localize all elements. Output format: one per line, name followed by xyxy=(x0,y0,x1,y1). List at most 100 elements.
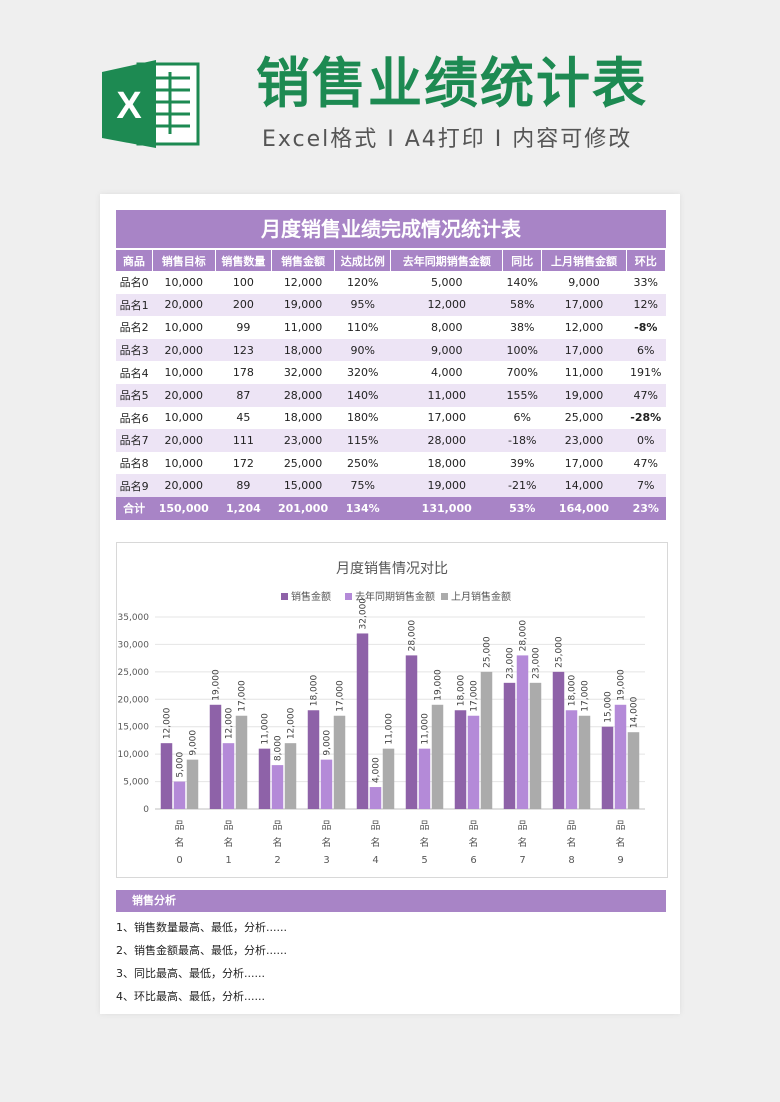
bar xyxy=(601,726,614,809)
analysis-item: 2、销售金额最高、最低，分析...... xyxy=(116,944,287,957)
x-tick-label-char: 品 xyxy=(567,820,577,832)
table-cell: 191% xyxy=(630,366,662,380)
table-row: 品名1 20,000 200 19,000 95% 12,000 58% 17,000 12% xyxy=(116,293,666,317)
table-cell: 品名3 xyxy=(116,338,153,362)
table-cell: 15,000 xyxy=(271,474,335,497)
spreadsheet-page: 月度销售业绩完成情况统计表 商品 销售目标 销售数量 销售金额 达成比例 去年同期销售金额… xyxy=(100,194,680,1014)
x-tick-label-char: 名 xyxy=(322,836,332,849)
analysis-item: 3、同比最高、最低，分析...... xyxy=(116,967,265,980)
bar xyxy=(307,710,320,809)
table-cell: 8,000 xyxy=(430,320,463,334)
table-cell: 10,000 xyxy=(164,320,204,334)
bar xyxy=(271,765,284,809)
analysis-item: 4、环比最高、最低，分析...... xyxy=(116,990,265,1003)
legend-label: 去年同期销售金额 xyxy=(355,590,435,603)
analysis-header: 销售分析 xyxy=(116,890,666,912)
x-tick-label-char: 品 xyxy=(273,820,283,832)
table-cell: 9,000 xyxy=(568,275,600,289)
table-header-row: 商品 销售目标 销售数量 销售金额 达成比例 去年同期销售金额 同比 上月销售金额 环比 xyxy=(116,250,666,271)
table-cell: 155% xyxy=(502,383,542,407)
x-tick-label-char: 4 xyxy=(372,855,378,866)
table-cell: -21% xyxy=(502,474,542,497)
table-cell: -8% xyxy=(634,320,658,334)
table-cell: 品名4 xyxy=(119,366,149,380)
table-cell: 47% xyxy=(633,456,658,470)
bar xyxy=(454,710,467,809)
table-cell: 39% xyxy=(510,456,535,470)
table-cell: 100% xyxy=(502,338,542,362)
column-header: 同比 xyxy=(502,250,543,271)
table-cell: 11,000 xyxy=(390,383,503,407)
table-cell: 25,000 xyxy=(283,456,323,470)
bar-data-label: 9,000 xyxy=(323,730,333,756)
x-tick-label-char: 品 xyxy=(175,820,185,832)
bar xyxy=(552,671,565,809)
bar xyxy=(258,748,271,809)
table-cell: 18,000 xyxy=(271,338,335,362)
bar-data-label: 8,000 xyxy=(274,735,284,761)
excel-logo-letter: X xyxy=(116,85,142,127)
legend-swatch xyxy=(345,593,352,600)
table-cell: 品名9 xyxy=(116,474,153,497)
table-cell: 12,000 xyxy=(390,293,503,317)
x-tick-label-char: 品 xyxy=(518,820,528,832)
table-cell: 品名0 xyxy=(119,276,149,290)
y-tick-label: 0 xyxy=(143,805,149,815)
table-cell: 700% xyxy=(506,366,538,380)
table-row: 品名5 20,000 87 28,000 140% 11,000 155% 19,000 47% xyxy=(116,383,666,407)
column-header: 达成比例 xyxy=(334,250,392,271)
x-tick-label-char: 品 xyxy=(420,820,430,832)
bar xyxy=(565,710,578,809)
bar-data-label: 11,000 xyxy=(261,713,271,745)
x-tick-label-char: 名 xyxy=(371,836,381,849)
table-cell: 75% xyxy=(334,474,391,497)
bar xyxy=(467,715,480,809)
table-cell: 10,000 xyxy=(164,411,204,425)
bar-data-label: 11,000 xyxy=(421,713,431,745)
bar-data-label: 18,000 xyxy=(310,674,320,706)
x-tick-label-char: 名 xyxy=(175,836,185,849)
table-cell: 95% xyxy=(334,293,391,317)
table-cell: 111 xyxy=(215,429,272,452)
bar xyxy=(369,787,382,809)
table-cell: 32,000 xyxy=(283,366,323,380)
table-cell: 品名8 xyxy=(119,457,149,471)
column-header: 去年同期销售金额 xyxy=(390,250,504,271)
y-tick-label: 15,000 xyxy=(118,723,150,733)
x-tick-label-char: 6 xyxy=(470,855,476,866)
table-cell: 17,000 xyxy=(541,338,626,362)
table-cell: 47% xyxy=(626,383,666,407)
table-cell: 23,000 xyxy=(271,429,335,452)
column-header: 销售数量 xyxy=(215,250,273,271)
x-tick-label-char: 5 xyxy=(421,855,427,866)
bar xyxy=(418,748,431,809)
bar xyxy=(382,748,395,809)
table-cell: 120% xyxy=(346,275,379,289)
bar xyxy=(235,715,248,809)
table-cell: 25,000 xyxy=(564,411,604,425)
table-cell: 12,000 xyxy=(283,275,323,289)
x-tick-label-char: 品 xyxy=(322,820,332,832)
table-cell: 20,000 xyxy=(152,383,216,407)
bar xyxy=(614,704,627,809)
table-row: 品名0 10,000 100 12,000 120% 5,000 140% 9,000 33% xyxy=(116,271,666,294)
bar-data-label: 19,000 xyxy=(617,669,627,701)
bar xyxy=(209,704,222,809)
table-cell: 7% xyxy=(626,474,666,497)
y-tick-label: 10,000 xyxy=(118,750,150,760)
table-cell: 200 xyxy=(215,293,272,317)
table-cell: 23,000 xyxy=(541,429,626,452)
x-tick-label-char: 名 xyxy=(469,836,479,849)
bar-data-label: 18,000 xyxy=(457,674,467,706)
table-row: 品名8 10,000 172 25,000 250% 18,000 39% 17,000 47% xyxy=(116,452,666,475)
bar-data-label: 23,000 xyxy=(532,647,542,679)
analysis-title: 销售分析 xyxy=(132,894,176,907)
table-cell: 28,000 xyxy=(271,383,335,407)
table-cell: 172 xyxy=(232,456,254,470)
bar xyxy=(529,682,542,809)
table-cell: 18,000 xyxy=(427,456,466,470)
x-tick-label-char: 2 xyxy=(274,855,280,866)
table-cell: 38% xyxy=(510,320,535,334)
table-cell: 99 xyxy=(236,320,251,334)
